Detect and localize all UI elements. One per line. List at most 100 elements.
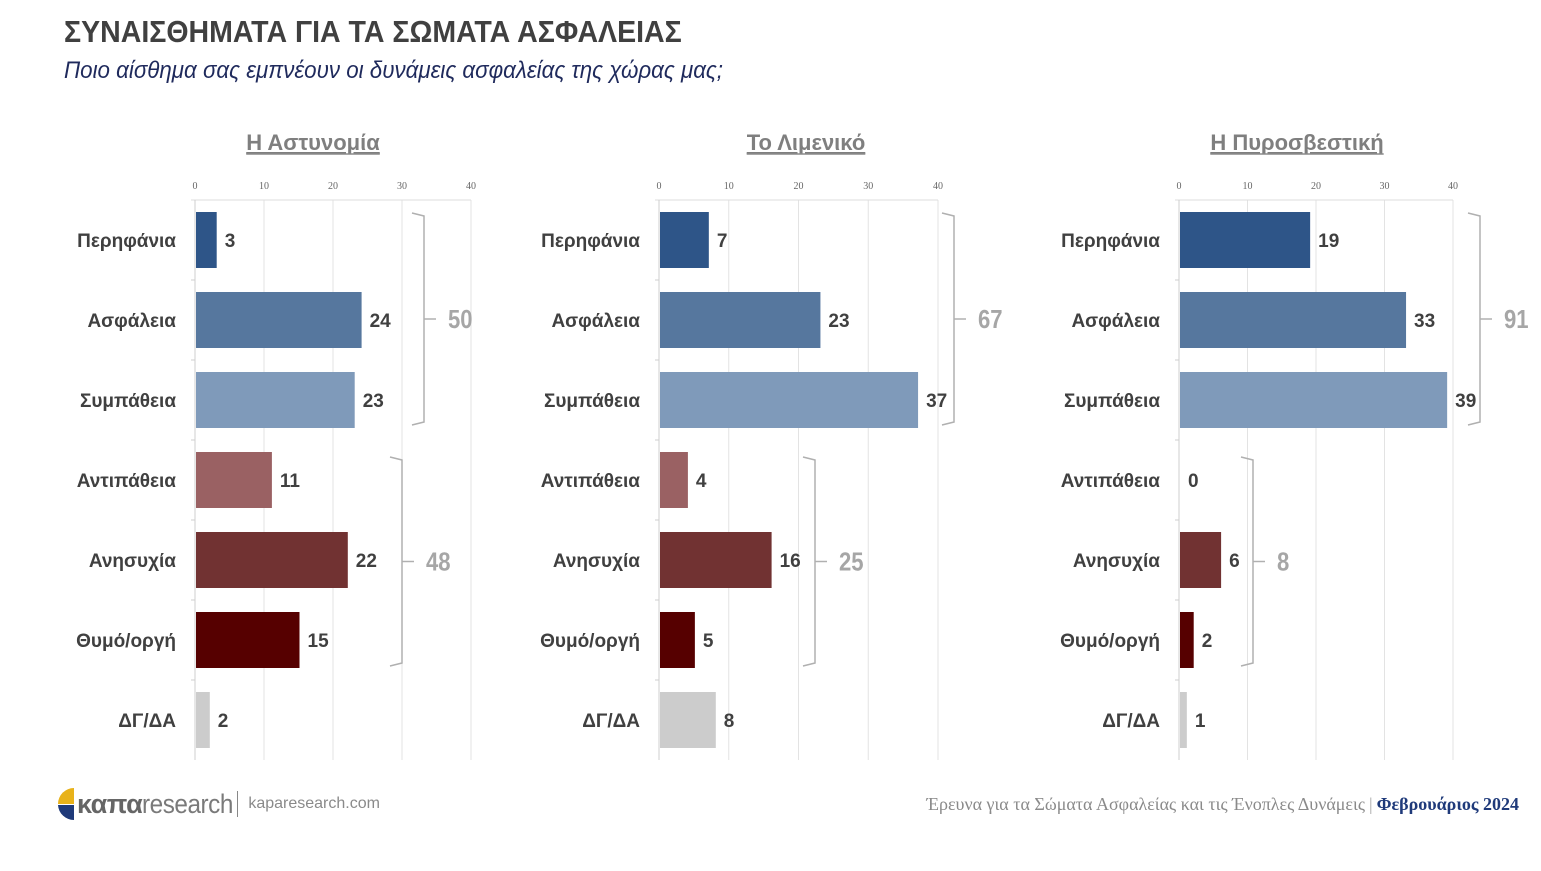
data-label: 2	[1202, 631, 1213, 652]
category-label: Αντιπάθεια	[1061, 471, 1161, 492]
category-label: Περηφάνια	[1061, 231, 1160, 252]
x-tick-label: 30	[1380, 181, 1390, 192]
bar-Θυμό/οργή	[1180, 612, 1194, 668]
category-label: Ασφάλεια	[551, 311, 640, 332]
data-label: 39	[1455, 391, 1476, 412]
category-label: Περηφάνια	[541, 231, 640, 252]
data-label: 37	[926, 391, 947, 412]
x-tick-label: 0	[1177, 181, 1182, 192]
category-label: Αντιπάθεια	[541, 471, 641, 492]
data-label: 23	[363, 391, 384, 412]
positive-group-total: 50	[448, 305, 473, 334]
positive-group-total: 67	[978, 305, 1003, 334]
bar-Ασφάλεια	[196, 292, 362, 348]
footer-brand: καπα research kaparesearch.com	[58, 786, 380, 822]
bar-Περηφάνια	[660, 212, 709, 268]
x-tick-label: 10	[1243, 181, 1253, 192]
data-label: 33	[1414, 311, 1435, 332]
bar-Συμπάθεια	[196, 372, 355, 428]
category-label: Θυμό/οργή	[1060, 631, 1160, 652]
category-label: ΔΓ/ΔΑ	[582, 711, 640, 732]
x-tick-label: 30	[397, 181, 407, 192]
x-tick-label: 0	[193, 181, 198, 192]
bar-ΔΓ/ΔΑ	[1180, 692, 1187, 748]
category-label: Ασφάλεια	[1071, 311, 1160, 332]
x-tick-label: 20	[794, 181, 804, 192]
bar-Αντιπάθεια	[196, 452, 272, 508]
x-tick-label: 0	[657, 181, 662, 192]
x-tick-label: 40	[933, 181, 943, 192]
logo-text-kapa: καπα	[77, 788, 143, 819]
category-label: Θυμό/οργή	[76, 631, 176, 652]
chart-title: Η Πυροσβεστική	[1210, 130, 1383, 155]
category-label: ΔΓ/ΔΑ	[118, 711, 176, 732]
data-label: 19	[1318, 231, 1339, 252]
negative-group-total: 25	[839, 548, 864, 577]
x-tick-label: 40	[466, 181, 476, 192]
bar-Ανησυχία	[660, 532, 772, 588]
chart-panel-2: Το Λιμενικό 0 10 20 30 40 Περηφάνια 7 Ασφάλεια 23…	[540, 130, 1003, 760]
data-label: 22	[356, 551, 377, 572]
negative-group-bracket	[389, 456, 403, 667]
data-label: 0	[1188, 471, 1199, 492]
page-title: ΣΥΝΑΙΣΘΗΜΑΤΑ ΓΙΑ ΤΑ ΣΩΜΑΤΑ ΑΣΦΑΛΕΙΑΣ	[64, 14, 682, 49]
bar-Θυμό/οργή	[660, 612, 695, 668]
bar-Ανησυχία	[1180, 532, 1222, 588]
category-label: Θυμό/οργή	[540, 631, 640, 652]
data-label: 24	[370, 311, 392, 332]
bar-ΔΓ/ΔΑ	[196, 692, 210, 748]
footer-survey-info: Έρευνα για τα Σώματα Ασφαλείας και τις Έ…	[927, 794, 1520, 815]
bar-Ασφάλεια	[1180, 292, 1407, 348]
x-tick-label: 10	[724, 181, 734, 192]
chart-title: Η Αστυνομία	[246, 130, 380, 155]
page-subtitle: Ποιο αίσθημα σας εμπνέουν οι δυνάμεις ασ…	[64, 57, 723, 84]
x-tick-label: 40	[1448, 181, 1458, 192]
survey-date: Φεβρουάριος 2024	[1376, 794, 1519, 814]
data-label: 11	[280, 471, 301, 492]
data-label: 23	[828, 311, 849, 332]
x-tick-label: 10	[259, 181, 269, 192]
category-label: Ανησυχία	[553, 551, 640, 572]
data-label: 15	[308, 631, 330, 652]
bar-Περηφάνια	[1180, 212, 1311, 268]
negative-group-total: 8	[1277, 548, 1289, 577]
category-label: Ανησυχία	[89, 551, 176, 572]
bar-Συμπάθεια	[1180, 372, 1448, 428]
survey-name: Έρευνα για τα Σώματα Ασφαλείας και τις Έ…	[926, 794, 1365, 814]
bar-Θυμό/οργή	[196, 612, 300, 668]
data-label: 16	[780, 551, 801, 572]
data-label: 1	[1195, 711, 1206, 732]
data-label: 7	[717, 231, 728, 252]
category-label: Συμπάθεια	[80, 391, 176, 412]
category-label: ΔΓ/ΔΑ	[1102, 711, 1160, 732]
data-label: 3	[225, 231, 236, 252]
footer-divider	[237, 791, 239, 817]
footer-url[interactable]: kaparesearch.com	[248, 795, 380, 812]
chart-title: Το Λιμενικό	[747, 130, 866, 155]
bar-ΔΓ/ΔΑ	[660, 692, 716, 748]
bar-Ασφάλεια	[660, 292, 821, 348]
data-label: 6	[1229, 551, 1240, 572]
category-label: Συμπάθεια	[1064, 391, 1160, 412]
data-label: 5	[703, 631, 714, 652]
bar-Συμπάθεια	[660, 372, 919, 428]
category-label: Ασφάλεια	[87, 311, 176, 332]
category-label: Ανησυχία	[1073, 551, 1160, 572]
logo-text-research: research	[142, 788, 234, 819]
bar-Ανησυχία	[196, 532, 348, 588]
data-label: 4	[696, 471, 707, 492]
data-label: 8	[724, 711, 735, 732]
footer-separator: |	[1368, 794, 1373, 814]
category-label: Περηφάνια	[77, 231, 176, 252]
negative-group-bracket	[802, 456, 816, 667]
bar-Περηφάνια	[196, 212, 217, 268]
positive-group-total: 91	[1504, 305, 1529, 334]
x-tick-label: 20	[328, 181, 338, 192]
bar-Αντιπάθεια	[660, 452, 688, 508]
category-label: Συμπάθεια	[544, 391, 640, 412]
kapa-logo-icon	[58, 788, 74, 820]
chart-panel-1: Η Αστυνομία 0 10 20 30 40 Περηφάνια 3 Ασφάλεια 24…	[76, 130, 476, 760]
x-tick-label: 20	[1311, 181, 1321, 192]
